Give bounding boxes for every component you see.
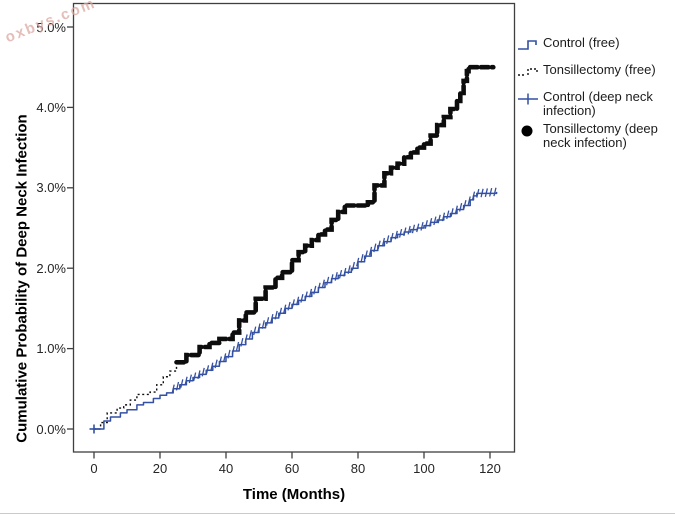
- y-tick-label: 3.0%: [36, 180, 66, 196]
- x-axis-title: Time (Months): [242, 486, 346, 503]
- black-filled-circle-icon: [517, 123, 543, 144]
- x-tick-label: 0: [90, 461, 98, 476]
- y-tick-label: 2.0%: [36, 260, 66, 276]
- x-tick-label: 100: [413, 461, 435, 476]
- blue-step-line-icon: [517, 37, 543, 58]
- legend-label: Tonsillectomy (deep neck infection): [543, 121, 658, 150]
- x-tick-label: 120: [479, 461, 501, 476]
- legend-item-tonsillectomy-free: Tonsillectomy (free): [517, 63, 673, 85]
- x-tick-label: 80: [350, 461, 366, 476]
- control-curve: [94, 191, 498, 430]
- y-tick-label: 1.0%: [36, 341, 66, 357]
- x-tick-label: 20: [152, 461, 168, 476]
- black-dotted-line-icon: [517, 64, 543, 85]
- legend-label: Tonsillectomy (free): [543, 62, 656, 77]
- plot-border: [72, 2, 516, 453]
- x-tick-label: 60: [284, 461, 300, 476]
- x-tick-label: 40: [218, 461, 234, 476]
- y-tick-label: 0.0%: [36, 421, 66, 437]
- blue-plus-line-icon: [517, 91, 543, 112]
- legend-item-control-dni: Control (deep neck infection): [517, 90, 673, 117]
- y-tick-label: 4.0%: [36, 99, 66, 115]
- legend-item-tonsillectomy-dni: Tonsillectomy (deep neck infection): [517, 122, 673, 149]
- legend-label: Control (deep neck infection): [543, 89, 653, 118]
- legend-item-control-free: Control (free): [517, 36, 673, 58]
- legend-label: Control (free): [543, 35, 620, 50]
- y-tick-label: 5.0%: [36, 19, 66, 35]
- legend: Control (free) Tonsillectomy (free) Cont…: [517, 36, 673, 150]
- control-censor-markers: [171, 187, 497, 394]
- control-start-plus-marker: [89, 424, 99, 434]
- tonsillectomy-curve-dni: [174, 64, 496, 365]
